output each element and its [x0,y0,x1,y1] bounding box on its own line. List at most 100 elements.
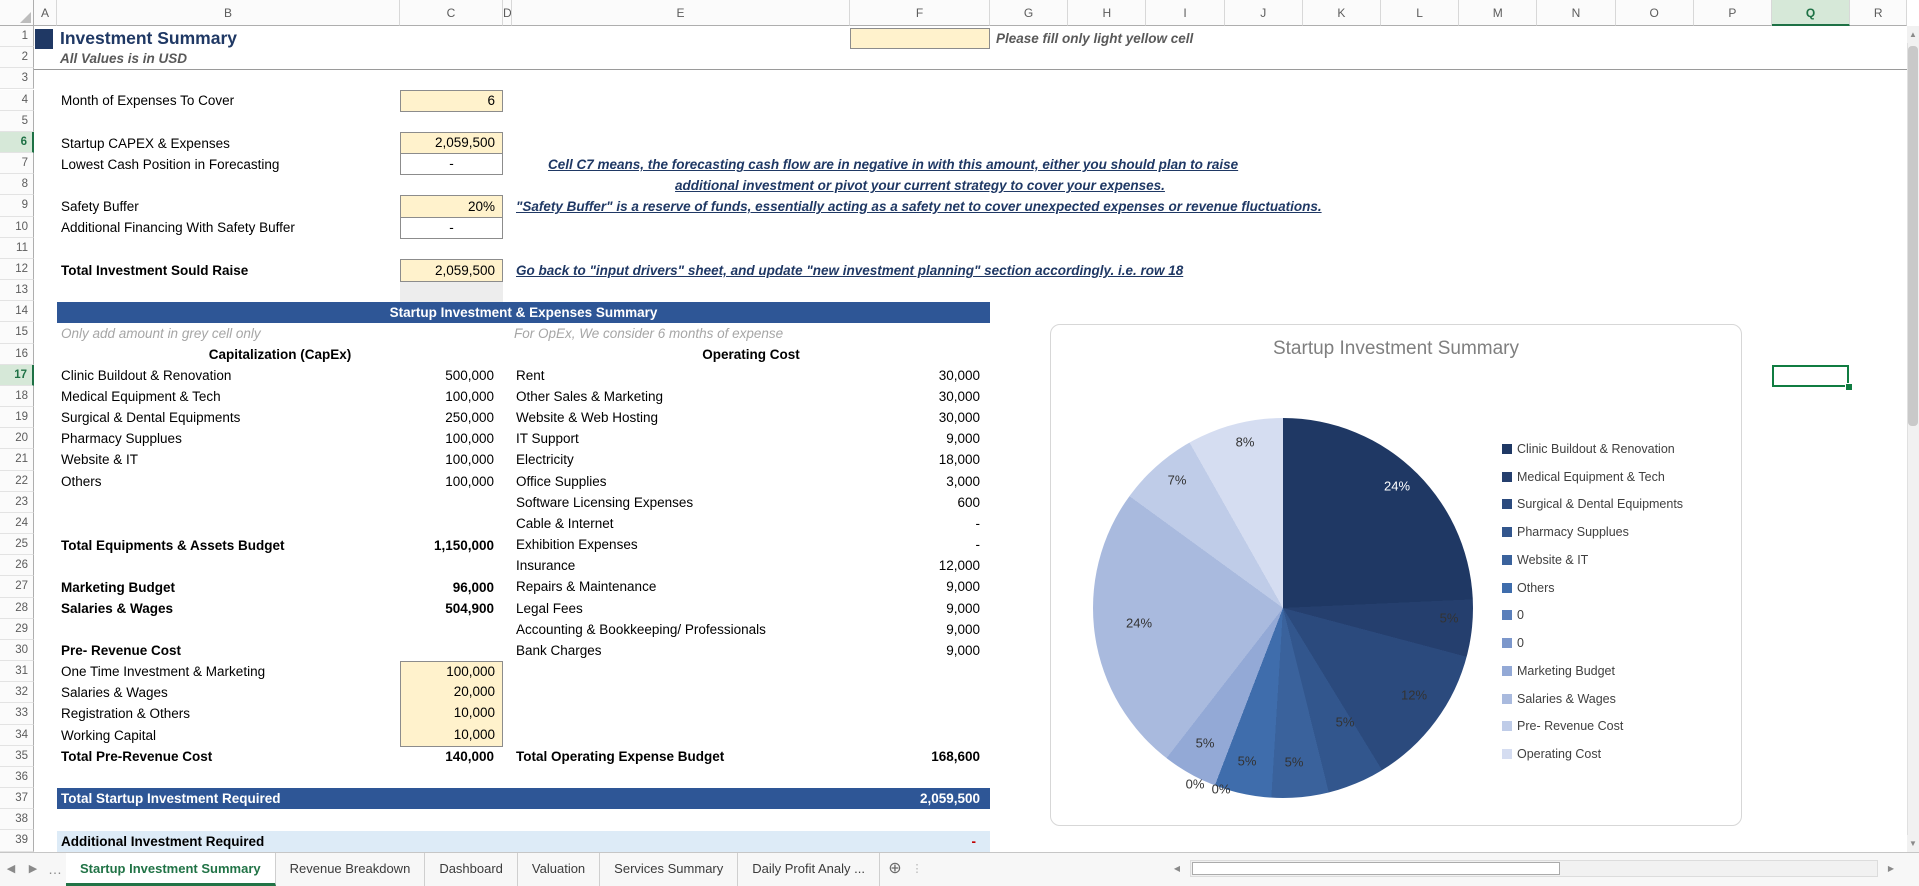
row-header-11[interactable]: 11 [0,237,34,259]
column-header-J[interactable]: J [1224,0,1303,26]
row-header-18[interactable]: 18 [0,385,34,408]
value-marketing-budget[interactable]: 96,000 [452,580,494,595]
prerev-item-label[interactable]: Salaries & Wages [61,685,168,701]
row-header-17[interactable]: 17 [0,364,34,386]
opex-item-value[interactable]: 30,000 [938,410,980,426]
tab-revenue-breakdown[interactable]: Revenue Breakdown [275,853,426,886]
input-startup-capex[interactable]: 2,059,500 [400,132,503,154]
row-header-36[interactable]: 36 [0,766,34,789]
column-header-C[interactable]: C [400,0,503,26]
tabs-prev-icon[interactable]: ◀ [6,863,16,875]
label-opex-total[interactable]: Total Operating Expense Budget [516,749,725,764]
row-header-30[interactable]: 30 [0,639,34,662]
capex-item-label[interactable]: Surgical & Dental Equipments [61,410,241,426]
opex-item-label[interactable]: Cable & Internet [516,515,614,531]
prerev-input[interactable]: 20,000 [400,682,503,705]
value-prerev-total[interactable]: 140,000 [445,749,494,764]
subtitle[interactable]: All Values is in USD [60,51,188,66]
legend-item[interactable]: Salaries & Wages [1502,690,1616,708]
selection-fill-handle[interactable] [1845,383,1853,391]
input-total-investment[interactable]: 2,059,500 [400,259,503,282]
cell-lowest-cash[interactable]: - [400,154,503,175]
value-capex-total[interactable]: 1,150,000 [433,538,494,553]
legend-item[interactable]: 0 [1502,634,1524,652]
prerev-item-label[interactable]: Working Capital [61,727,157,743]
label-startup-capex[interactable]: Startup CAPEX & Expenses [61,136,230,151]
tab-startup-investment-summary[interactable]: Startup Investment Summary [66,853,276,886]
opex-item-value[interactable]: 600 [957,494,980,510]
tab-valuation[interactable]: Valuation [517,853,601,886]
row-header-9[interactable]: 9 [0,195,34,217]
opex-item-value[interactable]: 9,000 [946,600,980,616]
opex-item-label[interactable]: Rent [516,367,545,383]
opex-item-value[interactable]: 12,000 [938,558,980,574]
tab-dashboard[interactable]: Dashboard [425,853,518,886]
scroll-down-icon[interactable]: ▼ [1907,835,1919,852]
additional-investment-band[interactable]: Additional Investment Required - [57,831,990,852]
row-header-16[interactable]: 16 [0,343,34,365]
label-total-investment[interactable]: Total Investment Sould Raise [61,263,249,278]
cell-gray-C13[interactable] [400,282,503,302]
opex-item-value[interactable]: - [975,537,981,553]
row-header-7[interactable]: 7 [0,153,34,175]
column-header-E[interactable]: E [512,0,850,26]
tab-splitter-icon[interactable]: ⋮ [911,863,923,875]
input-safety-buffer[interactable]: 20% [400,195,503,218]
row-header-28[interactable]: 28 [0,597,34,619]
row-header-24[interactable]: 24 [0,512,34,535]
opex-item-label[interactable]: Legal Fees [516,600,583,616]
opex-item-label[interactable]: Office Supplies [516,473,607,489]
input-cell-F1[interactable] [850,28,990,49]
legend-item[interactable]: Medical Equipment & Tech [1502,468,1665,486]
opex-item-value[interactable]: 9,000 [946,579,980,595]
row-header-5[interactable]: 5 [0,110,34,132]
tab-services-summary[interactable]: Services Summary [600,853,739,886]
legend-item[interactable]: 0 [1502,606,1524,624]
column-header-B[interactable]: B [57,0,400,26]
opex-item-label[interactable]: Insurance [516,558,576,574]
row-header-15[interactable]: 15 [0,322,34,344]
hscroll-right-icon[interactable]: ▶ [1887,864,1895,873]
opex-item-label[interactable]: Other Sales & Marketing [516,388,664,404]
legend-item[interactable]: Surgical & Dental Equipments [1502,495,1683,513]
capex-item-value[interactable]: 500,000 [445,367,494,383]
label-additional-financing[interactable]: Additional Financing With Safety Buffer [61,220,295,235]
opex-item-label[interactable]: Software Licensing Expenses [516,494,694,510]
tab-daily-profit-analy[interactable]: Daily Profit Analy ... [738,853,880,886]
row-header-34[interactable]: 34 [0,724,34,746]
cell-additional-financing[interactable]: - [400,218,503,239]
column-header-I[interactable]: I [1146,0,1225,26]
hscroll-left-icon[interactable]: ◀ [1173,864,1181,873]
pie-plot[interactable] [1093,418,1473,798]
grand-total-band[interactable]: Total Startup Investment Required 2,059,… [57,788,990,809]
horizontal-scroll-thumb[interactable] [1192,862,1560,875]
row-header-23[interactable]: 23 [0,491,34,513]
row-header-14[interactable]: 14 [0,301,34,323]
column-header-D[interactable]: D [503,0,512,26]
page-title[interactable]: Investment Summary [60,28,238,48]
legend-item[interactable]: Marketing Budget [1502,662,1615,680]
opex-item-label[interactable]: Exhibition Expenses [516,537,638,553]
opex-item-value[interactable]: 18,000 [938,452,980,468]
column-header-M[interactable]: M [1459,0,1538,26]
column-header-L[interactable]: L [1381,0,1460,26]
row-header-2[interactable]: 2 [0,47,34,69]
scroll-up-icon[interactable]: ▲ [1907,26,1919,43]
row-header-31[interactable]: 31 [0,661,34,683]
selected-cell-Q17[interactable] [1772,365,1849,387]
legend-item[interactable]: Website & IT [1502,551,1588,569]
row-header-35[interactable]: 35 [0,745,34,767]
capex-item-label[interactable]: Clinic Buildout & Renovation [61,367,232,383]
value-opex-total[interactable]: 168,600 [931,749,980,764]
row-header-12[interactable]: 12 [0,258,34,281]
capex-item-value[interactable]: 250,000 [445,410,494,426]
opex-item-value[interactable]: 9,000 [946,642,980,658]
prerev-input[interactable]: 10,000 [400,703,503,726]
row-header-3[interactable]: 3 [0,68,34,90]
row-header-32[interactable]: 32 [0,682,34,704]
column-header-O[interactable]: O [1615,0,1694,26]
opex-item-label[interactable]: Repairs & Maintenance [516,579,657,595]
column-header-K[interactable]: K [1302,0,1381,26]
opex-item-label[interactable]: Bank Charges [516,642,602,658]
row-header-10[interactable]: 10 [0,216,34,238]
